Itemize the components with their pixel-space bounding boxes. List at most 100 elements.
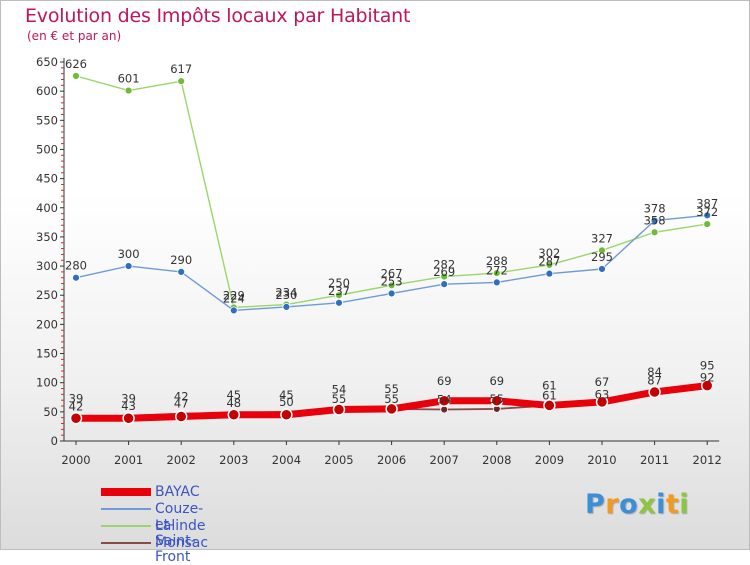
data-label: 272 <box>486 263 508 277</box>
chart-subtitle: (en € et par an) <box>27 29 122 43</box>
data-point[interactable] <box>490 394 504 408</box>
data-point[interactable] <box>335 291 343 300</box>
data-point[interactable] <box>648 385 661 399</box>
logo-letter: r <box>605 489 620 520</box>
data-point[interactable] <box>492 278 501 287</box>
data-point[interactable] <box>650 216 659 225</box>
data-label: 54 <box>332 383 347 397</box>
y-tick-label: 50 <box>43 405 58 419</box>
chart-title: Evolution des Impôts locaux par Habitant <box>25 5 411 27</box>
data-point[interactable] <box>229 306 238 315</box>
data-point[interactable] <box>72 72 80 80</box>
x-tick-label: 2009 <box>535 453 564 467</box>
data-label: 69 <box>489 374 504 388</box>
x-tick-label: 2000 <box>61 453 90 467</box>
y-tick-label: 250 <box>36 288 58 302</box>
logo-letter: P <box>585 489 606 520</box>
data-label: 267 <box>381 266 403 280</box>
y-tick-label: 400 <box>36 201 58 215</box>
legend-swatch <box>101 488 151 496</box>
data-point[interactable] <box>174 410 188 423</box>
data-label: 601 <box>118 72 140 86</box>
series-bayac <box>69 379 714 425</box>
legend-swatch <box>101 542 151 544</box>
data-label: 95 <box>700 359 715 373</box>
data-label: 358 <box>644 213 666 227</box>
y-tick-label: 100 <box>36 376 58 390</box>
data-point[interactable] <box>700 379 714 392</box>
data-point[interactable] <box>69 412 83 425</box>
data-point[interactable] <box>440 280 449 289</box>
data-point[interactable] <box>545 269 554 278</box>
data-point[interactable] <box>598 265 606 273</box>
data-point[interactable] <box>440 272 449 281</box>
data-label: 54 <box>437 393 452 407</box>
data-point[interactable] <box>387 289 396 298</box>
y-tick-label: 600 <box>36 84 58 98</box>
data-point[interactable] <box>280 408 293 422</box>
data-label: 387 <box>696 196 718 210</box>
data-point[interactable] <box>282 302 291 311</box>
data-point[interactable] <box>124 86 133 95</box>
data-point[interactable] <box>650 228 659 237</box>
data-label: 55 <box>384 382 399 396</box>
data-point[interactable] <box>703 220 712 228</box>
data-label: 67 <box>595 375 610 389</box>
y-tick-label: 0 <box>51 434 58 448</box>
legend-swatch <box>101 525 151 527</box>
y-tick-label: 350 <box>36 230 58 244</box>
data-point[interactable] <box>335 298 343 307</box>
data-label: 224 <box>223 291 245 305</box>
data-point[interactable] <box>387 281 396 290</box>
data-point[interactable] <box>177 77 186 86</box>
line-chart: 0501001502002503003504004505005506006502… <box>36 55 722 467</box>
series-couze-et-saint-front <box>72 211 712 315</box>
proxiti-logo: Proxiti <box>585 489 689 520</box>
data-label: 288 <box>486 254 508 268</box>
data-label: 230 <box>275 288 297 302</box>
data-label: 55 <box>332 392 347 406</box>
data-label: 372 <box>696 205 718 219</box>
data-point[interactable] <box>595 395 609 409</box>
data-point[interactable] <box>177 268 186 276</box>
data-label: 378 <box>644 202 666 216</box>
data-point[interactable] <box>122 412 135 425</box>
data-label: 84 <box>647 365 662 379</box>
legend-label: Monsac <box>155 535 209 551</box>
data-label: 617 <box>170 62 192 76</box>
data-label: 55 <box>384 392 399 406</box>
data-label: 87 <box>647 373 662 387</box>
data-point[interactable] <box>703 211 712 220</box>
data-label: 253 <box>381 274 403 288</box>
data-point[interactable] <box>598 246 606 255</box>
data-label: 234 <box>275 286 297 300</box>
data-point[interactable] <box>385 402 398 416</box>
x-tick-label: 2008 <box>482 453 511 467</box>
x-tick-label: 2006 <box>377 453 406 467</box>
data-label: 237 <box>328 284 350 298</box>
legend-label: BAYAC <box>155 484 200 500</box>
data-point[interactable] <box>72 273 80 282</box>
x-tick-label: 2012 <box>693 453 722 467</box>
y-tick-label: 650 <box>36 55 58 69</box>
y-tick-label: 200 <box>36 317 58 331</box>
data-label: 61 <box>542 378 557 392</box>
y-tick-label: 300 <box>36 259 58 273</box>
data-point[interactable] <box>543 399 556 412</box>
data-point[interactable] <box>227 408 241 422</box>
x-tick-label: 2007 <box>430 453 459 467</box>
legend-swatch <box>101 508 151 510</box>
data-label: 45 <box>279 388 294 402</box>
x-tick-label: 2010 <box>587 453 616 467</box>
data-point[interactable] <box>492 269 501 277</box>
data-point[interactable] <box>545 261 554 269</box>
data-point[interactable] <box>332 403 346 416</box>
data-point[interactable] <box>437 394 451 408</box>
data-point[interactable] <box>124 262 133 270</box>
series-layer <box>69 72 714 425</box>
data-point[interactable] <box>440 405 449 414</box>
legend-label: Lalinde <box>155 518 206 534</box>
data-label: 280 <box>65 259 87 273</box>
logo-letter: i <box>656 489 666 520</box>
